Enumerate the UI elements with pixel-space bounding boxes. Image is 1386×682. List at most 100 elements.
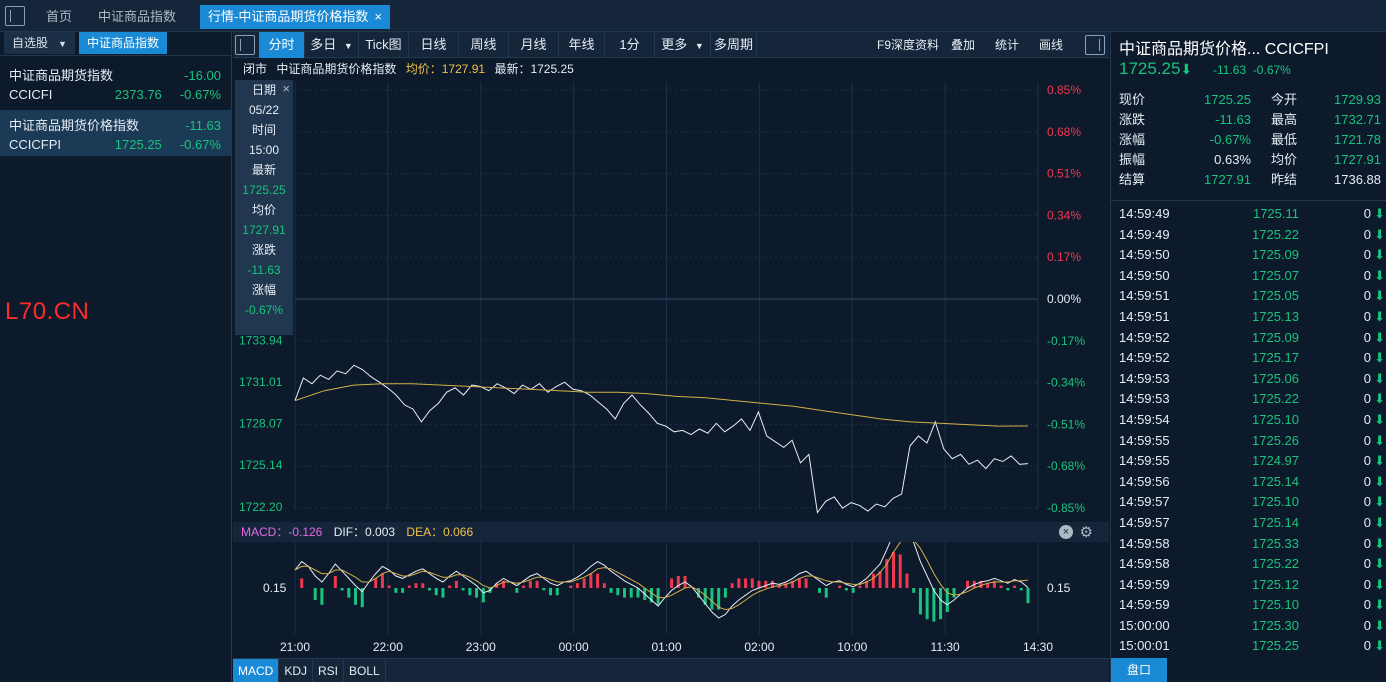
period-multi[interactable]: 多周期	[711, 32, 757, 58]
tab-boll[interactable]: BOLL	[344, 659, 386, 682]
watchlist-item-selected[interactable]: 中证商品期货价格指数 -11.63 CCICFPI 1725.25 -0.67%	[0, 110, 231, 156]
period-more[interactable]: 更多 ▼	[655, 32, 711, 58]
x-tick: 10:00	[837, 640, 867, 654]
tick-time: 14:59:51	[1119, 288, 1170, 304]
tick-volume: 0	[1363, 453, 1371, 469]
period-monthly[interactable]: 月线	[509, 32, 559, 58]
tick-price: 1725.06	[1252, 370, 1299, 386]
tooltip-value: -0.67%	[244, 303, 284, 317]
avg-price-line	[294, 383, 1029, 427]
tab-macd[interactable]: MACD	[233, 659, 280, 682]
tab-close-icon[interactable]: ×	[374, 9, 382, 24]
top-tab-bar: 首页 中证商品指数 行情-中证商品期货价格指数 ×	[0, 0, 1386, 32]
pct-value: -0.67%	[1252, 63, 1291, 77]
dea-line	[294, 537, 1029, 611]
tick-price: 1725.26	[1252, 432, 1299, 448]
close-icon[interactable]: ×	[1059, 525, 1073, 539]
tick-time: 14:59:59	[1119, 597, 1170, 613]
tick-volume: 0	[1363, 411, 1371, 427]
macd-value: MACD：-0.126	[241, 525, 323, 539]
down-arrow-icon: ⬇	[1374, 411, 1385, 427]
tab-csi-commodity-label: 中证商品指数	[98, 9, 177, 24]
tooltip-key: 时间	[251, 123, 276, 137]
tick-volume: 0	[1363, 494, 1371, 510]
tab-kdj[interactable]: KDJ	[279, 659, 314, 682]
tick-price: 1725.09	[1252, 329, 1299, 345]
chevron-down-icon[interactable]: ▼	[58, 39, 67, 49]
quote-label: 最低	[1271, 132, 1298, 147]
tab-csi-commodity[interactable]: 中证商品指数	[90, 5, 184, 29]
tick-volume: 0	[1363, 556, 1371, 572]
period-yearly[interactable]: 年线	[559, 32, 605, 58]
quote-row: 结算 1727.91 昨结 1736.88	[1119, 170, 1383, 190]
tick-price: 1725.22	[1252, 226, 1299, 242]
period-tick[interactable]: Tick图	[359, 32, 409, 58]
down-arrow-icon: ⬇	[1374, 494, 1385, 510]
tooltip-key: 涨幅	[251, 283, 276, 297]
security-pct: -0.67%	[179, 137, 221, 152]
tick-row: 14:59:57 1725.14 0 ⬇	[1119, 513, 1385, 534]
period-label: 1分	[619, 37, 640, 52]
down-arrow-icon: ⬇	[1374, 350, 1385, 366]
tick-row: 14:59:55 1724.97 0 ⬇	[1119, 451, 1385, 472]
tick-time: 14:59:49	[1119, 206, 1170, 221]
gear-icon[interactable]: ⚙	[1079, 524, 1093, 541]
tick-volume: 0	[1363, 638, 1371, 654]
x-tick: 00:00	[559, 640, 589, 654]
y-tick-left: 1725.14	[239, 458, 283, 472]
tick-price: 1725.11	[1252, 206, 1299, 221]
tick-volume: 0	[1363, 350, 1371, 366]
period-label: 月线	[520, 37, 547, 52]
x-tick: 01:00	[651, 640, 681, 654]
chart-area: 0.85% 0.68% 0.51% 0.34% 0.17% 0.00% -0.17% -0.3…	[233, 32, 1109, 682]
tab-csi-index[interactable]: 中证商品指数	[78, 32, 167, 54]
stats-button[interactable]: 统计	[995, 38, 1020, 52]
tick-list[interactable]: 14:59:49 1725.11 0 ⬇ 14:59:49 1725.22 0 ⬇ 14:59:…	[1119, 204, 1385, 657]
tab-home[interactable]: 首页	[38, 5, 80, 29]
x-tick: 23:00	[466, 640, 496, 654]
order-book-button[interactable]: 盘口	[1111, 658, 1167, 682]
tooltip-key: 日期	[251, 83, 276, 97]
y-tick-right: 0.17%	[1047, 250, 1081, 264]
tick-row: 15:00:01 1725.25 0 ⬇	[1119, 636, 1385, 657]
period-multiday[interactable]: 多日 ▼	[305, 32, 359, 58]
f9-button[interactable]: F9深度资料	[877, 38, 940, 52]
intraday-chart[interactable]: 0.85% 0.68% 0.51% 0.34% 0.17% 0.00% -0.17% -0.3…	[233, 32, 1109, 658]
tick-row: 14:59:51 1725.13 0 ⬇	[1119, 307, 1385, 328]
watchlist-item[interactable]: 中证商品期货指数 -16.00 CCICFI 2373.76 -0.67%	[0, 60, 231, 106]
period-label: 年线	[568, 37, 595, 52]
tooltip-key: 涨跌	[251, 243, 276, 257]
price-line	[294, 364, 1029, 514]
indicator-tabs: MACD KDJ RSI BOLL	[233, 658, 1109, 682]
tab-rsi[interactable]: RSI	[313, 659, 345, 682]
tooltip-value: -11.63	[247, 263, 281, 277]
tick-price: 1725.22	[1252, 556, 1299, 572]
change-value: -11.63	[1213, 63, 1247, 77]
overlay-button[interactable]: 叠加	[951, 38, 976, 52]
tick-volume: 0	[1363, 247, 1371, 263]
tab-quote-active[interactable]: 行情-中证商品期货价格指数 ×	[200, 5, 390, 29]
draw-button[interactable]: 画线	[1039, 38, 1064, 52]
period-weekly[interactable]: 周线	[459, 32, 509, 58]
tick-volume: 0	[1363, 391, 1371, 407]
tooltip-value: 1725.25	[242, 183, 286, 197]
close-icon[interactable]: ×	[282, 81, 290, 96]
sidebar-toggle-icon[interactable]	[5, 6, 25, 26]
macd-level-left: 0.15	[263, 581, 287, 595]
period-intraday[interactable]: 分时	[259, 32, 305, 58]
down-arrow-icon: ⬇	[1374, 597, 1385, 613]
dif-value: DIF：0.003	[333, 525, 396, 539]
tick-row: 14:59:52 1725.17 0 ⬇	[1119, 348, 1385, 369]
chart-title: 中证商品期货价格指数	[276, 62, 397, 76]
panel-toggle-icon[interactable]	[235, 35, 255, 55]
tick-time: 14:59:57	[1119, 494, 1170, 510]
down-arrow-icon: ⬇	[1374, 370, 1385, 386]
down-arrow-icon: ⬇	[1374, 391, 1385, 407]
period-1min[interactable]: 1分	[605, 32, 655, 58]
tab-my-stocks[interactable]: 自选股 ▼	[4, 32, 75, 54]
tick-price: 1725.10	[1252, 494, 1299, 510]
tick-volume: 0	[1363, 597, 1371, 613]
panel-toggle-right-icon[interactable]	[1085, 35, 1105, 55]
period-daily[interactable]: 日线	[409, 32, 459, 58]
down-arrow-icon: ⬇	[1374, 206, 1385, 221]
